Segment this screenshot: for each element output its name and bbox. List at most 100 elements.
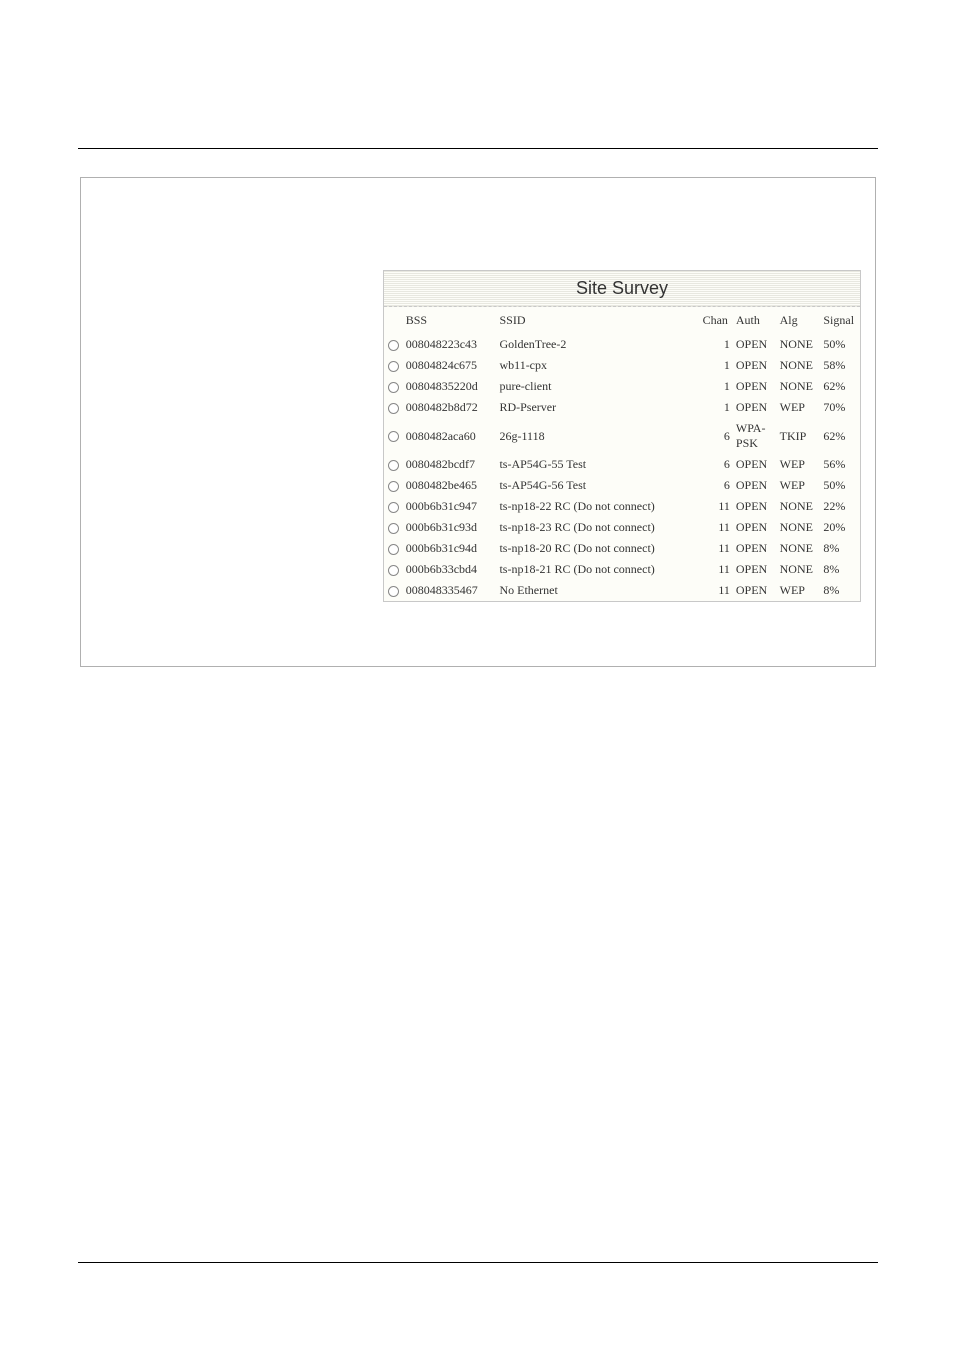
row-radio-cell[interactable]: [384, 517, 403, 538]
row-bss: 008048223c43: [403, 334, 497, 355]
row-chan: 11: [700, 538, 733, 559]
row-chan: 6: [700, 475, 733, 496]
row-bss: 000b6b33cbd4: [403, 559, 497, 580]
radio-icon[interactable]: [388, 502, 399, 513]
row-signal: 56%: [820, 454, 860, 475]
row-radio-cell[interactable]: [384, 538, 403, 559]
table-row: 000b6b33cbd4ts-np18-21 RC (Do not connec…: [384, 559, 860, 580]
row-bss: 0080482bcdf7: [403, 454, 497, 475]
row-auth: OPEN: [733, 538, 777, 559]
radio-icon[interactable]: [388, 382, 399, 393]
content-box: Site Survey BSS SSID Chan Auth Alg Signa…: [80, 177, 876, 667]
row-alg: TKIP: [777, 418, 821, 454]
header-alg: Alg: [777, 307, 821, 334]
row-alg: NONE: [777, 355, 821, 376]
row-auth: OPEN: [733, 454, 777, 475]
row-ssid: ts-AP54G-56 Test: [496, 475, 699, 496]
row-radio-cell[interactable]: [384, 397, 403, 418]
row-bss: 00804824c675: [403, 355, 497, 376]
row-radio-cell[interactable]: [384, 454, 403, 475]
row-alg: NONE: [777, 559, 821, 580]
table-row: 008048223c43GoldenTree-21OPENNONE50%: [384, 334, 860, 355]
row-signal: 58%: [820, 355, 860, 376]
header-auth: Auth: [733, 307, 777, 334]
radio-icon[interactable]: [388, 586, 399, 597]
radio-icon[interactable]: [388, 523, 399, 534]
row-alg: WEP: [777, 397, 821, 418]
radio-icon[interactable]: [388, 361, 399, 372]
row-ssid: ts-np18-20 RC (Do not connect): [496, 538, 699, 559]
row-auth: OPEN: [733, 334, 777, 355]
radio-icon[interactable]: [388, 460, 399, 471]
row-auth: WPA-PSK: [733, 418, 777, 454]
row-chan: 1: [700, 376, 733, 397]
radio-icon[interactable]: [388, 481, 399, 492]
row-bss: 00804835220d: [403, 376, 497, 397]
row-radio-cell[interactable]: [384, 334, 403, 355]
row-alg: NONE: [777, 517, 821, 538]
row-signal: 62%: [820, 418, 860, 454]
row-chan: 1: [700, 397, 733, 418]
header-ssid: SSID: [496, 307, 699, 334]
row-chan: 6: [700, 418, 733, 454]
row-alg: NONE: [777, 376, 821, 397]
row-alg: NONE: [777, 334, 821, 355]
row-chan: 11: [700, 517, 733, 538]
row-radio-cell[interactable]: [384, 496, 403, 517]
table-row: 000b6b31c947ts-np18-22 RC (Do not connec…: [384, 496, 860, 517]
table-row: 008048335467No Ethernet11OPENWEP8%: [384, 580, 860, 601]
row-radio-cell[interactable]: [384, 376, 403, 397]
row-signal: 50%: [820, 334, 860, 355]
row-auth: OPEN: [733, 496, 777, 517]
row-signal: 8%: [820, 559, 860, 580]
row-radio-cell[interactable]: [384, 418, 403, 454]
radio-icon[interactable]: [388, 544, 399, 555]
row-chan: 1: [700, 334, 733, 355]
row-auth: OPEN: [733, 559, 777, 580]
row-auth: OPEN: [733, 580, 777, 601]
row-radio-cell[interactable]: [384, 580, 403, 601]
radio-icon[interactable]: [388, 403, 399, 414]
table-row: 0080482bcdf7ts-AP54G-55 Test6OPENWEP56%: [384, 454, 860, 475]
row-auth: OPEN: [733, 475, 777, 496]
row-radio-cell[interactable]: [384, 475, 403, 496]
row-ssid: ts-np18-22 RC (Do not connect): [496, 496, 699, 517]
row-radio-cell[interactable]: [384, 559, 403, 580]
radio-icon[interactable]: [388, 565, 399, 576]
row-alg: NONE: [777, 538, 821, 559]
row-auth: OPEN: [733, 397, 777, 418]
radio-icon[interactable]: [388, 431, 399, 442]
row-auth: OPEN: [733, 517, 777, 538]
table-row: 0080482b8d72RD-Pserver1OPENWEP70%: [384, 397, 860, 418]
header-chan: Chan: [700, 307, 733, 334]
row-ssid: GoldenTree-2: [496, 334, 699, 355]
header-signal: Signal: [820, 307, 860, 334]
table-row: 000b6b31c94dts-np18-20 RC (Do not connec…: [384, 538, 860, 559]
row-chan: 11: [700, 580, 733, 601]
row-chan: 1: [700, 355, 733, 376]
row-bss: 000b6b31c94d: [403, 538, 497, 559]
radio-icon[interactable]: [388, 340, 399, 351]
row-ssid: 26g-1118: [496, 418, 699, 454]
row-bss: 0080482be465: [403, 475, 497, 496]
site-survey-title-bar: Site Survey: [384, 271, 860, 307]
table-row: 00804835220dpure-client1OPENNONE62%: [384, 376, 860, 397]
row-ssid: wb11-cpx: [496, 355, 699, 376]
row-ssid: ts-np18-23 RC (Do not connect): [496, 517, 699, 538]
row-ssid: ts-np18-21 RC (Do not connect): [496, 559, 699, 580]
page-top-rule: [78, 148, 878, 149]
row-alg: NONE: [777, 496, 821, 517]
site-survey-table: BSS SSID Chan Auth Alg Signal 008048223c…: [384, 307, 860, 601]
row-radio-cell[interactable]: [384, 355, 403, 376]
row-ssid: pure-client: [496, 376, 699, 397]
header-bss: BSS: [403, 307, 497, 334]
table-row: 000b6b31c93dts-np18-23 RC (Do not connec…: [384, 517, 860, 538]
row-alg: WEP: [777, 580, 821, 601]
row-signal: 50%: [820, 475, 860, 496]
row-signal: 62%: [820, 376, 860, 397]
row-signal: 22%: [820, 496, 860, 517]
table-row: 00804824c675wb11-cpx1OPENNONE58%: [384, 355, 860, 376]
row-signal: 20%: [820, 517, 860, 538]
row-signal: 8%: [820, 580, 860, 601]
row-ssid: No Ethernet: [496, 580, 699, 601]
